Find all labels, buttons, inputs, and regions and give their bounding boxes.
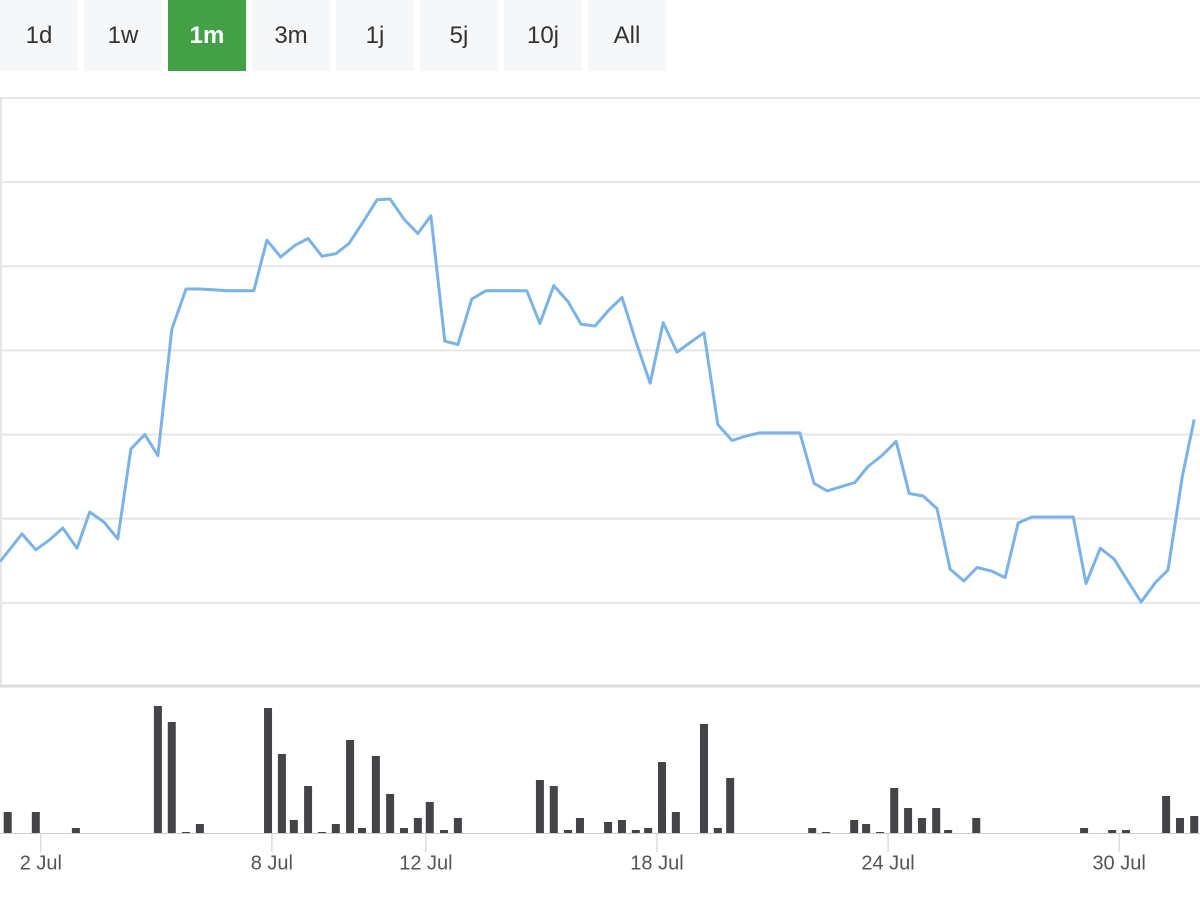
x-tick-label: 30 Jul — [1092, 852, 1145, 874]
volume-bar — [850, 820, 859, 833]
range-button[interactable]: 1j — [336, 0, 414, 71]
volume-bar — [904, 808, 913, 833]
volume-bar — [713, 828, 722, 833]
volume-bar — [1190, 816, 1199, 833]
range-button[interactable]: 10j — [504, 0, 582, 71]
x-tick-label: 24 Jul — [861, 852, 914, 874]
volume-bar — [399, 828, 408, 833]
x-tick-label: 2 Jul — [20, 852, 62, 874]
volume-bar — [317, 832, 326, 833]
volume-bar — [875, 832, 884, 833]
volume-bar — [277, 754, 286, 833]
volume-bar — [195, 824, 204, 833]
price-line — [0, 197, 1196, 604]
range-button[interactable]: 1m — [168, 0, 246, 71]
volume-bar — [31, 812, 40, 833]
volume-bar — [425, 802, 434, 833]
volume-bar — [564, 830, 573, 833]
volume-bar — [1080, 828, 1089, 833]
volume-bar — [1122, 830, 1131, 833]
volume-bar — [346, 740, 355, 833]
x-tick-label: 18 Jul — [630, 852, 683, 874]
range-button[interactable]: 1w — [84, 0, 162, 71]
volume-bar — [386, 794, 395, 833]
volume-bar — [1162, 796, 1171, 833]
volume-bar — [972, 818, 981, 833]
x-tick-label: 8 Jul — [251, 852, 293, 874]
volume-bar — [371, 756, 380, 833]
volume-bar — [264, 708, 273, 833]
volume-bar — [604, 822, 613, 833]
volume-bar — [726, 778, 735, 833]
range-button[interactable]: 5j — [420, 0, 498, 71]
range-button[interactable]: All — [588, 0, 666, 71]
x-tick-label: 12 Jul — [399, 852, 452, 874]
volume-bar — [453, 818, 462, 833]
volume-bar — [3, 812, 12, 833]
volume-bar — [699, 724, 708, 833]
volume-bar — [535, 780, 544, 833]
range-button[interactable]: 1d — [0, 0, 78, 71]
volume-bar — [808, 828, 817, 833]
volume-bar — [440, 830, 449, 833]
volume-bar — [862, 824, 871, 833]
volume-bar — [289, 820, 298, 833]
volume-bar — [932, 808, 941, 833]
volume-bar — [413, 818, 422, 833]
volume-bar — [182, 832, 191, 833]
volume-bar — [304, 786, 313, 833]
volume-bar — [153, 706, 162, 833]
volume-bar — [617, 820, 626, 833]
volume-bar — [658, 762, 667, 833]
volume-bar — [822, 832, 831, 833]
volume-bar — [890, 788, 899, 833]
volume-bar — [1175, 818, 1184, 833]
volume-bar — [549, 786, 558, 833]
volume-bar — [917, 818, 926, 833]
volume-bar — [71, 828, 80, 833]
volume-bar — [1108, 830, 1117, 833]
range-button[interactable]: 3m — [252, 0, 330, 71]
volume-bar — [575, 818, 584, 833]
volume-bar — [671, 812, 680, 833]
volume-bar — [644, 828, 653, 833]
volume-bar — [331, 824, 340, 833]
volume-bar — [631, 830, 640, 833]
volume-bar — [944, 830, 953, 833]
volume-bar — [167, 722, 176, 833]
volume-bar — [358, 828, 367, 833]
